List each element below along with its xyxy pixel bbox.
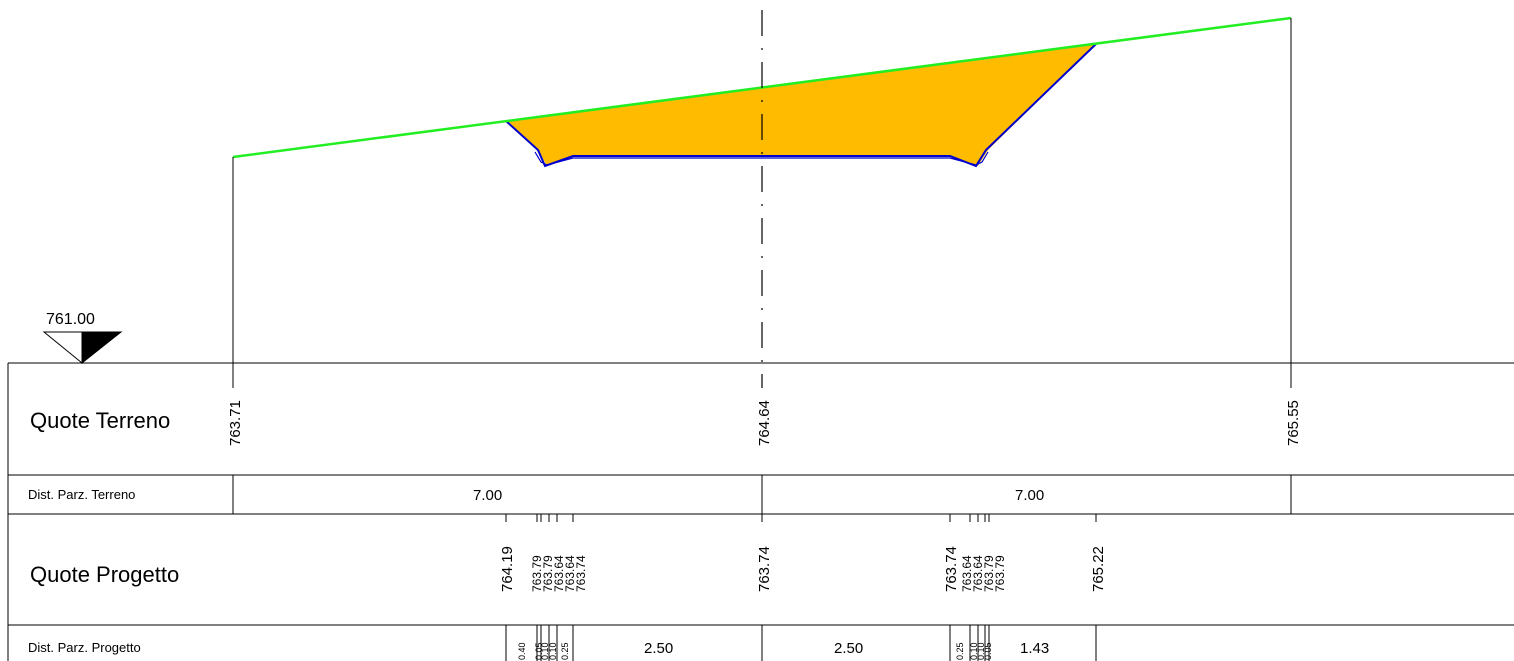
terrain-heights-row: 763.71 764.64 765.55 (227, 400, 1302, 446)
design-height-value: 763.64 (971, 555, 985, 592)
terrain-distance-value: 7.00 (473, 487, 502, 504)
profile-table (7, 362, 1514, 661)
row-title-design-distances: Dist. Parz. Progetto (28, 640, 141, 655)
cut-area-fill (506, 44, 1096, 166)
design-height-value: 763.64 (552, 555, 566, 592)
design-height-value: 765.22 (1090, 546, 1107, 592)
design-distances-row (505, 625, 1097, 661)
design-height-value: 763.74 (943, 546, 960, 592)
design-distance-small: 0.10 (969, 642, 979, 660)
design-distance-small: 0.05 (534, 642, 544, 660)
design-distance-value: 1.43 (1020, 640, 1049, 657)
design-distance-small: 0.10 (548, 642, 558, 660)
design-distance-small: 0.05 (983, 642, 993, 660)
design-distance-small: 0.10 (976, 642, 986, 660)
design-height-value: 763.79 (530, 555, 544, 592)
design-profile-line (505, 43, 1097, 168)
terrain-height-value: 763.71 (227, 400, 244, 446)
design-distance-value: 2.50 (834, 640, 863, 657)
design-height-value: 763.74 (574, 555, 588, 592)
row-title-design-heights: Quote Progetto (30, 562, 179, 587)
terrain-height-value: 764.64 (756, 400, 773, 446)
design-height-value: 764.19 (499, 546, 516, 592)
design-height-value: 763.79 (541, 555, 555, 592)
terrain-distance-value: 7.00 (1015, 487, 1044, 504)
design-distance-small: 0.25 (955, 642, 965, 660)
design-profile-inner-line (534, 151, 989, 166)
design-height-value: 763.64 (960, 555, 974, 592)
terrain-distances-row (232, 475, 1292, 514)
design-height-value: 763.79 (982, 555, 996, 592)
datum-triangle-black (81, 331, 123, 365)
row-title-terrain-heights: Quote Terreno (30, 408, 170, 433)
design-height-value: 763.64 (563, 555, 577, 592)
design-distance-small: 0.10 (540, 642, 550, 660)
datum-triangle-white (42, 331, 83, 365)
design-distance-value: 2.50 (644, 640, 673, 657)
design-height-value: 763.79 (993, 555, 1007, 592)
design-distance-small: 0.40 (517, 642, 527, 660)
design-height-ticks (505, 514, 1097, 522)
row-title-terrain-distances: Dist. Parz. Terreno (28, 487, 135, 502)
design-heights-row: 764.19 763.79 763.79 763.64 763.64 763.7… (499, 546, 1107, 592)
datum-label: 761.00 (46, 311, 95, 328)
terrain-height-value: 765.55 (1285, 400, 1302, 446)
design-height-value: 763.74 (756, 546, 773, 592)
design-distance-small: 0.25 (560, 642, 570, 660)
